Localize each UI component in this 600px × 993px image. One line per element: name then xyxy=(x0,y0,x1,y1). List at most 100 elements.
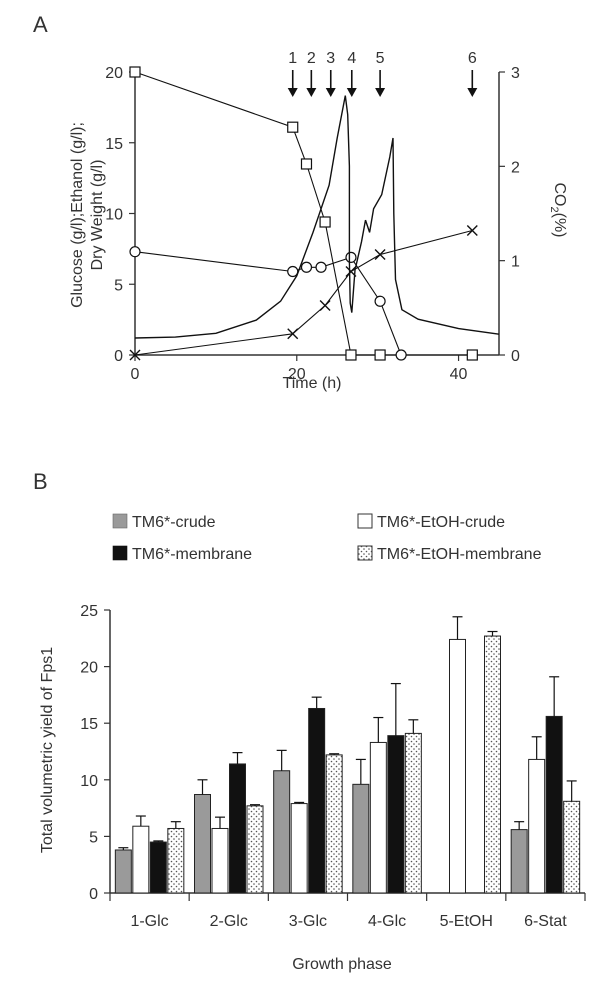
b-y-tick-label: 0 xyxy=(89,886,98,903)
b-x-tick-label: 3-Glc xyxy=(289,913,327,930)
sampling-arrow-head xyxy=(346,88,357,97)
legend-swatch-tm6-membrane xyxy=(112,545,128,561)
b-y-tick-label: 5 xyxy=(89,829,98,846)
co2-trace xyxy=(134,95,500,339)
square-series-line xyxy=(134,71,473,356)
circle-marker xyxy=(129,246,141,258)
bar xyxy=(545,715,563,894)
panel-b-x-axis-title: Growth phase xyxy=(292,956,392,973)
panel-b-label: B xyxy=(33,469,48,494)
bar xyxy=(114,849,132,894)
b-x-tick-label: 2-Glc xyxy=(210,913,248,930)
b-y-tick-label: 10 xyxy=(80,773,98,790)
sampling-arrow-head xyxy=(306,88,317,97)
bar xyxy=(325,754,343,894)
panel-a-right-y-title: CO2(%) xyxy=(548,182,568,237)
circle-marker xyxy=(395,349,407,361)
legend: TM6*-crude TM6*-membrane TM6*-EtOH-crude… xyxy=(112,513,542,563)
a-left-tick-label: 5 xyxy=(114,277,123,294)
b-x-tick-label: 1-Glc xyxy=(130,913,168,930)
circle-marker xyxy=(315,261,327,273)
panel-a-series xyxy=(129,66,500,361)
bar xyxy=(510,829,528,894)
a-left-tick-label: 15 xyxy=(105,136,123,153)
bar xyxy=(563,800,581,894)
bar xyxy=(273,770,291,894)
a-right-tick-label: 0 xyxy=(511,348,520,365)
cross-marker xyxy=(374,249,386,261)
circle-marker xyxy=(300,261,313,273)
bar xyxy=(194,794,211,894)
circle-marker xyxy=(345,251,357,263)
cross-marker xyxy=(319,299,331,311)
square-marker xyxy=(466,349,478,361)
sampling-label: 4 xyxy=(347,50,356,67)
square-marker xyxy=(374,349,386,361)
panel-a-left-y-title-line1: Glucose (g/l);Ethanol (g/l); xyxy=(69,122,86,308)
a-x-tick-label: 40 xyxy=(450,366,468,383)
bar xyxy=(449,638,466,894)
panel-a-label: A xyxy=(33,12,48,37)
legend-label-tm6-crude: TM6*-crude xyxy=(132,514,216,531)
cross-marker xyxy=(466,224,478,236)
square-marker xyxy=(129,66,141,78)
b-y-tick-label: 25 xyxy=(80,603,98,620)
bar xyxy=(404,732,422,894)
sampling-label: 1 xyxy=(288,50,297,67)
a-right-tick-label: 3 xyxy=(511,65,520,82)
bar xyxy=(387,735,405,894)
sampling-label: 6 xyxy=(468,50,477,67)
bar xyxy=(369,741,387,894)
panel-a-x-axis-title: Time (h) xyxy=(283,375,342,392)
legend-swatch-tm6-etoh-membrane xyxy=(357,545,373,561)
bar xyxy=(229,763,246,894)
panel-b-bars xyxy=(114,616,581,894)
sampling-arrow-head xyxy=(467,88,478,97)
panel-b-y-axis-title: Total volumetric yield of Fps1 xyxy=(39,647,56,853)
sampling-label: 2 xyxy=(307,50,316,67)
legend-swatch-tm6-crude xyxy=(112,513,128,529)
square-marker xyxy=(287,121,299,133)
bar xyxy=(167,827,185,894)
legend-label-tm6-etoh-crude: TM6*-EtOH-crude xyxy=(377,514,505,531)
sampling-label: 3 xyxy=(326,50,335,67)
sampling-arrow-head xyxy=(287,88,298,97)
panel-b-ticks: 0 5 10 15 20 25 1-Glc 2-Glc 3-Glc 4-Glc 5-EtOH 6-St… xyxy=(80,603,586,930)
b-y-tick-label: 15 xyxy=(80,716,98,733)
panel-b-chart: 0 5 10 15 20 25 1-Glc 2-Glc 3-Glc 4-Glc 5-EtOH 6-St… xyxy=(80,603,586,930)
square-marker xyxy=(319,216,331,228)
circle-marker xyxy=(287,265,299,278)
a-x-tick-label: 20 xyxy=(288,366,306,383)
sampling-arrow-head xyxy=(375,88,386,97)
square-marker xyxy=(300,158,313,170)
a-right-tick-label: 1 xyxy=(511,254,520,271)
legend-swatch-tm6-etoh-crude xyxy=(357,513,373,529)
a-left-tick-label: 10 xyxy=(105,207,123,224)
b-x-tick-label: 4-Glc xyxy=(368,913,406,930)
sampling-label: 5 xyxy=(376,50,385,67)
bar xyxy=(484,635,501,894)
cross-marker xyxy=(287,328,299,340)
bar xyxy=(352,783,370,894)
b-y-tick-label: 20 xyxy=(80,660,98,677)
a-x-tick-label: 0 xyxy=(131,366,140,383)
a-left-tick-label: 0 xyxy=(114,348,123,365)
panel-a-ticks: 0 5 10 15 20 0 1 2 3 0 20 40 xyxy=(105,65,520,383)
panel-a-left-y-title-line2: Dry Weight (g/l) xyxy=(89,160,106,271)
sampling-arrow-head xyxy=(325,88,336,97)
square-marker xyxy=(345,349,357,361)
bar xyxy=(528,758,546,894)
legend-label-tm6-etoh-membrane: TM6*-EtOH-membrane xyxy=(377,546,542,563)
bar xyxy=(246,805,264,894)
legend-label-tm6-membrane: TM6*-membrane xyxy=(132,546,252,563)
circle-marker xyxy=(374,295,386,307)
bar xyxy=(132,825,150,894)
bar xyxy=(290,803,308,894)
cross-marker xyxy=(129,349,141,361)
b-x-tick-label: 5-EtOH xyxy=(440,913,493,930)
a-right-tick-label: 2 xyxy=(511,159,520,176)
a-left-tick-label: 20 xyxy=(105,65,123,82)
